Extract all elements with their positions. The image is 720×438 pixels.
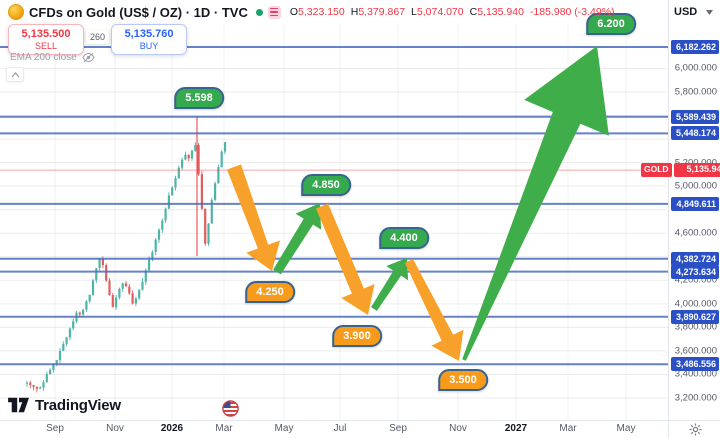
gold-instrument-logo-icon [8, 4, 24, 20]
price-target-bubble[interactable]: 6.200 [586, 13, 636, 35]
currency-selector[interactable]: USD [674, 6, 714, 18]
price-axis[interactable]: 6,000.000 5,800.000 5,200.000 5,000.000 4,60… [668, 0, 720, 420]
axis-settings-corner[interactable] [668, 420, 720, 438]
orange-trend-arrow[interactable] [227, 164, 280, 271]
price-tick: 3,600.000 [674, 345, 717, 357]
brand-name: TradingView [35, 396, 121, 414]
green-trend-arrow[interactable] [462, 46, 609, 361]
price-tick: 4,200.000 [674, 274, 717, 286]
buy-price: 5,135.760 [124, 28, 174, 40]
currency-value: USD [674, 6, 698, 18]
us-flag-event-icon[interactable] [222, 400, 239, 417]
sell-button[interactable]: 5,135.500 SELL [8, 24, 84, 55]
open-value: 5,323.150 [298, 6, 345, 18]
high-label: H [350, 6, 359, 18]
indicator-legend[interactable]: EMA 200 close [10, 52, 95, 63]
time-tick: 2027 [504, 423, 528, 434]
last-price-axis-label: GOLD 5,135.940 [641, 163, 720, 178]
trend-arrows[interactable] [227, 46, 609, 361]
indicator-label: EMA 200 close [10, 52, 77, 63]
level-price-label: 5,589.439 [671, 109, 719, 124]
buy-label: BUY [139, 41, 159, 51]
time-tick: May [616, 423, 636, 434]
symbol-legend: CFDs on Gold (US$ / OZ) · 1D · TVC O5,32… [8, 4, 615, 20]
market-open-dot-icon [255, 8, 263, 16]
low-value: 5,074.070 [416, 6, 464, 18]
chevron-up-icon [11, 71, 19, 77]
close-value: 5,135.940 [477, 6, 524, 18]
level-price-label: 3,486.556 [671, 357, 719, 372]
gear-icon[interactable] [689, 423, 702, 436]
price-tick: 5,200.000 [675, 157, 717, 168]
price-target-bubble[interactable]: 3.500 [438, 369, 488, 391]
level-price-label: 3,890.627 [671, 309, 719, 324]
time-tick: May [274, 423, 294, 434]
price-target-bubble[interactable]: 3.900 [332, 325, 382, 347]
symbol-title[interactable]: CFDs on Gold (US$ / OZ) · 1D · TVC [29, 4, 248, 20]
open-label: O [289, 6, 299, 18]
price-target-bubble[interactable]: 5.598 [174, 87, 224, 109]
price-tick: 5,800.000 [674, 86, 717, 98]
trade-panel: 5,135.500 SELL 260 5,135.760 BUY [8, 24, 188, 55]
price-tick: 4,600.000 [674, 227, 717, 239]
time-tick: 2026 [160, 423, 184, 434]
price-target-bubble[interactable]: 4.400 [379, 227, 429, 249]
low-label: L [411, 6, 417, 18]
time-tick: Mar [559, 423, 577, 434]
price-tick: 6,000.000 [674, 62, 717, 74]
chevron-down-icon [706, 9, 714, 15]
symbol-tag: GOLD [641, 163, 672, 178]
high-value: 5,379.867 [358, 6, 406, 18]
close-label: C [469, 6, 478, 18]
price-tick: 5,000.000 [674, 180, 717, 192]
spread-value: 260 [86, 30, 110, 44]
orange-trend-arrow[interactable] [405, 259, 464, 361]
orange-trend-arrow[interactable] [316, 203, 375, 316]
tradingview-logo-icon [8, 397, 29, 413]
time-tick: Sep [46, 423, 64, 434]
time-tick: Nov [106, 423, 124, 434]
level-price-label: 5,448.174 [671, 126, 719, 141]
price-tick: 3,200.000 [674, 392, 717, 404]
visibility-eye-off-icon[interactable] [82, 52, 95, 63]
time-tick: Sep [389, 423, 407, 434]
sell-label: SELL [34, 41, 58, 51]
buy-button[interactable]: 5,135.760 BUY [111, 24, 188, 55]
level-price-label: 4,849.611 [671, 196, 719, 211]
time-tick: Nov [449, 423, 467, 434]
price-target-bubble[interactable]: 4.250 [245, 281, 295, 303]
last-price-value: 5,135.940 [673, 163, 720, 178]
ideas-list-icon[interactable] [267, 5, 281, 19]
time-tick: Mar [215, 423, 233, 434]
candlestick-series [25, 141, 227, 393]
tradingview-brand[interactable]: TradingView [8, 395, 121, 415]
level-price-label: 4,382.724 [671, 251, 719, 266]
level-price-label: 6,182.262 [671, 40, 719, 55]
green-trend-arrow[interactable] [273, 203, 322, 275]
price-tick: 3,800.000 [674, 321, 717, 333]
ohlc-readout: O5,323.150 H5,379.867 L5,074.070 C5,135.… [290, 6, 615, 18]
green-trend-arrow[interactable] [371, 258, 409, 311]
price-tick: 3,400.000 [674, 368, 717, 380]
price-tick: 4,000.000 [674, 298, 717, 310]
level-price-label: 4,273.634 [671, 264, 719, 279]
time-axis[interactable]: Sep Nov 2026 Mar May Jul Sep Nov 2027 Mar May [0, 420, 668, 438]
sell-price: 5,135.500 [21, 28, 71, 40]
price-target-bubble[interactable]: 4.850 [301, 174, 351, 196]
collapse-pane-button[interactable] [6, 67, 24, 82]
time-tick: Jul [333, 423, 347, 434]
daily-change: -185.980 (-3.49%) [529, 6, 615, 18]
